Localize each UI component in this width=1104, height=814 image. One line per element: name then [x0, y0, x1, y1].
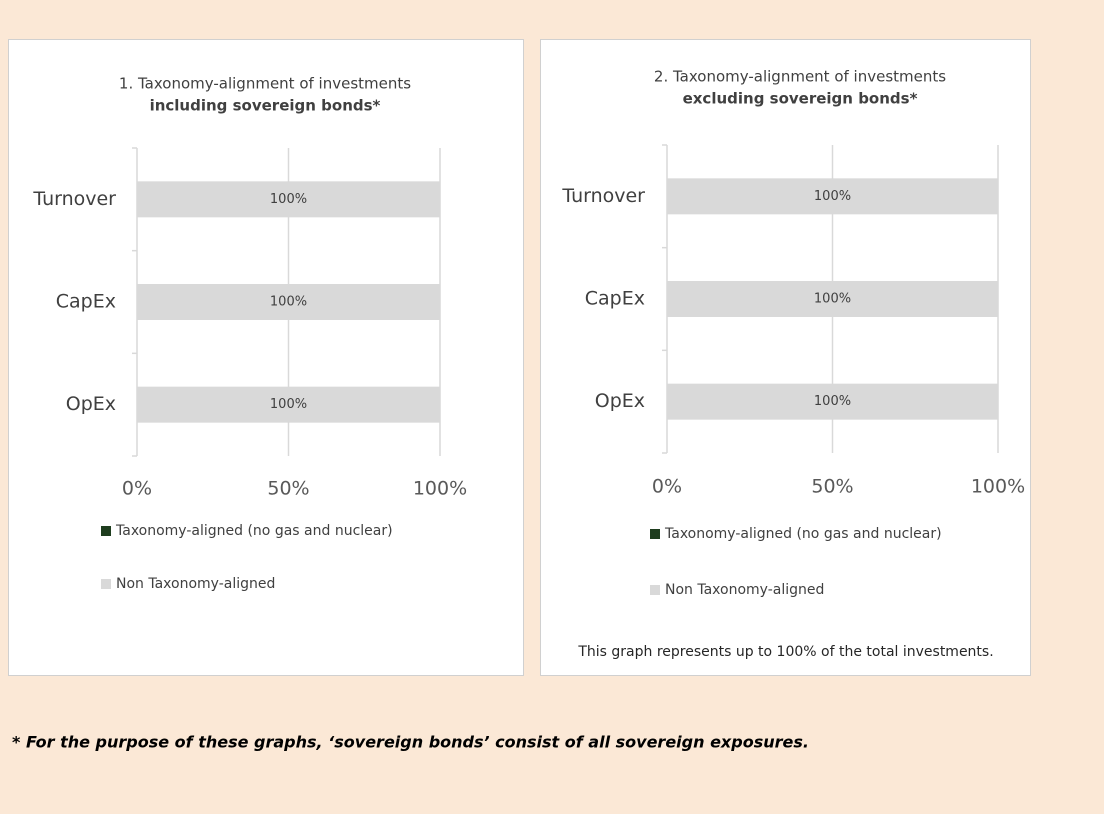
x-tick-label: 50% [267, 478, 309, 500]
bar [137, 181, 440, 218]
legend-label: Taxonomy-aligned (no gas and nuclear) [664, 526, 942, 542]
data-label: 100% [814, 394, 851, 409]
legend-swatch [101, 579, 111, 589]
data-label: 100% [270, 192, 307, 207]
chart-subtitle: including sovereign bonds* [150, 97, 381, 115]
bar [667, 383, 998, 420]
bar [667, 178, 998, 215]
legend-label: Non Taxonomy-aligned [665, 582, 824, 598]
data-label: 100% [814, 189, 851, 204]
chart-title: 2. Taxonomy-alignment of investments [654, 68, 946, 86]
data-label: 100% [270, 295, 307, 310]
footnote: * For the purpose of these graphs, ‘sove… [12, 733, 809, 752]
legend-swatch [650, 529, 660, 539]
panel [540, 39, 1031, 676]
data-label: 100% [270, 397, 307, 412]
bar [667, 281, 998, 317]
x-tick-label: 50% [811, 476, 853, 498]
x-tick-label: 0% [652, 476, 682, 498]
legend-swatch [101, 526, 111, 536]
bar [137, 386, 440, 423]
x-tick-label: 0% [122, 478, 152, 500]
panel [8, 39, 524, 676]
chart-note: This graph represents up to 100% of the … [577, 644, 993, 660]
legend-swatch [650, 585, 660, 595]
category-label: OpEx [66, 393, 116, 415]
legend-label: Non Taxonomy-aligned [116, 576, 275, 592]
category-label: OpEx [595, 390, 645, 412]
category-label: Turnover [561, 185, 645, 207]
x-tick-label: 100% [971, 476, 1025, 498]
x-tick-label: 100% [413, 478, 467, 500]
category-label: CapEx [56, 291, 116, 313]
chart-subtitle: excluding sovereign bonds* [683, 90, 918, 108]
chart-title: 1. Taxonomy-alignment of investments [119, 75, 411, 93]
legend-label: Taxonomy-aligned (no gas and nuclear) [115, 523, 393, 539]
category-label: CapEx [585, 288, 645, 310]
data-label: 100% [814, 292, 851, 307]
category-label: Turnover [32, 188, 116, 210]
bar [137, 284, 440, 320]
